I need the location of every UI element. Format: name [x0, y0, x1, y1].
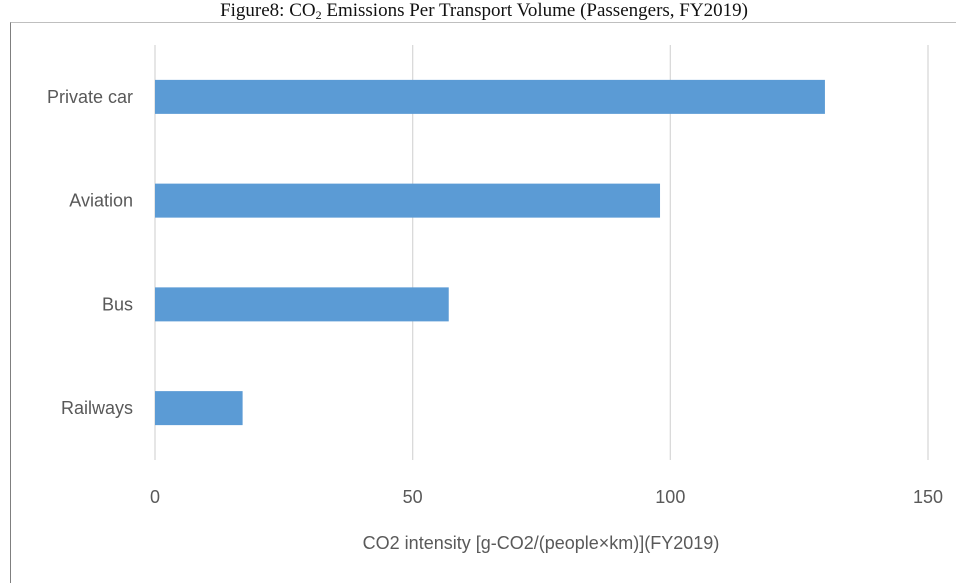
category-labels: Private car Aviation Bus Railways	[47, 87, 133, 418]
x-tick-label-100: 100	[655, 487, 685, 507]
chart-area	[10, 22, 956, 583]
chart-title-prefix: Figure8: CO	[220, 0, 316, 21]
bar-railways	[155, 391, 243, 426]
x-tick-label-0: 0	[150, 487, 160, 507]
chart-title-suffix: Emissions Per Transport Volume (Passenge…	[321, 0, 748, 21]
chart-title: Figure8: CO2 Emissions Per Transport Vol…	[10, 0, 958, 22]
category-label-bus: Bus	[102, 294, 133, 314]
bar-private-car	[155, 79, 825, 114]
x-tick-label-150: 150	[913, 487, 943, 507]
x-tick-label-50: 50	[403, 487, 423, 507]
bar-bus	[155, 287, 449, 322]
category-label-private-car: Private car	[47, 87, 133, 107]
bar-aviation	[155, 183, 661, 218]
category-label-railways: Railways	[61, 398, 133, 418]
x-axis-title: CO2 intensity [g-CO2/(people×km)](FY2019…	[363, 533, 720, 553]
x-tick-labels: 0 50 100 150	[150, 487, 943, 507]
bars	[155, 79, 825, 426]
chart-title-subscript: 2	[315, 8, 322, 22]
gridlines	[154, 45, 929, 460]
category-label-aviation: Aviation	[69, 191, 133, 211]
